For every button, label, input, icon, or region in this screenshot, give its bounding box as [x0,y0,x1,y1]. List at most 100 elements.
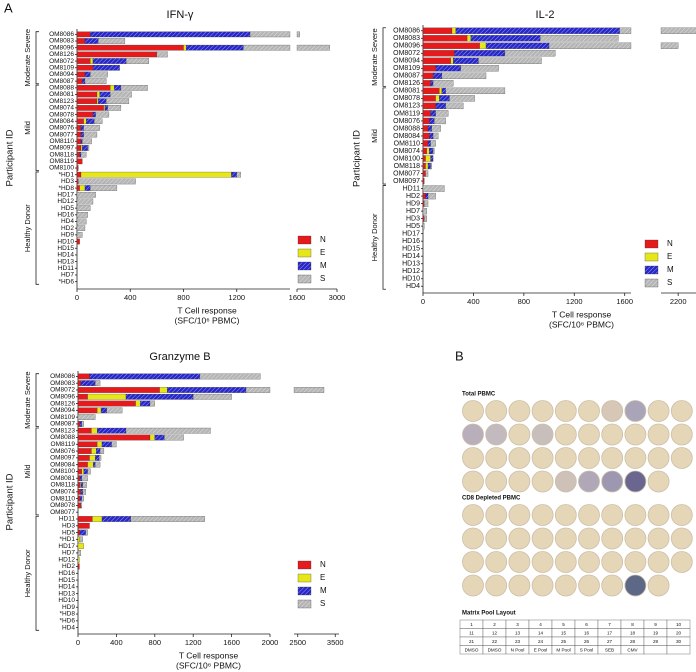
y-tick-label: HD7 [406,208,420,215]
well [624,400,647,422]
bar [101,441,112,448]
bar [422,147,427,155]
y-tick-label: OM8074 [50,489,75,496]
y-tick-label: OM8084 [50,461,75,468]
bar [422,102,436,110]
table-text: 25 [561,639,567,644]
bar [76,232,83,238]
y-tick-label: HD10 [402,276,420,283]
table-text: 23 [515,639,521,644]
bar [106,98,130,104]
bar [167,387,247,393]
y-tick-label: HD3 [61,178,74,185]
bar [422,155,426,162]
well [462,527,484,550]
bar [504,50,556,57]
y-tick-label: HD11 [58,265,75,272]
bar [98,38,126,44]
table-text: 10 [676,622,682,627]
y-tick-label: OM8077 [50,509,75,516]
x-axis-label: T Cell response [177,305,237,315]
well [670,504,693,526]
well [624,504,647,526]
y-tick-label: OM8077 [49,131,74,138]
y-tick-label: HD17 [402,230,420,237]
bar [80,151,87,158]
y-tick-label: HD9 [406,200,420,207]
bar [79,475,82,482]
bar [76,31,91,38]
group-bracket [35,427,39,516]
x-tick-label: 400 [467,297,480,306]
bar [95,380,101,387]
bar [422,65,436,72]
bar [76,78,83,84]
well [601,551,624,573]
group-label: Moderate Severe [370,28,379,86]
well [462,400,484,422]
bar [96,448,101,454]
well [554,400,577,422]
y-tick-label: OM8087 [50,421,75,428]
x-tick-label: 1200 [185,638,202,647]
bar [85,529,88,536]
bar [77,407,98,414]
group-label: Mild [370,129,379,143]
table-text: 28 [630,639,636,644]
bar [77,522,90,529]
bar [430,162,432,170]
legend-label: N [667,239,673,248]
table-text: 9 [654,622,657,627]
y-tick-label: OM8126 [49,51,74,58]
bar [435,102,446,110]
well [578,574,600,597]
bar [94,118,103,125]
group-bracket [35,373,39,428]
well [508,400,531,422]
legend-label: E [320,248,325,257]
bar [76,118,84,125]
bar [76,145,82,151]
bar [77,448,92,454]
bar [466,35,472,42]
y-tick-label: HD13 [58,590,75,597]
bar [77,516,93,522]
legend-swatch [297,560,312,570]
bar [76,158,83,165]
bar [83,118,87,125]
table-text: 8 [631,622,634,627]
y-tick-label: OM8123 [393,103,420,110]
bar [89,373,201,380]
bar [77,550,82,556]
bar [441,72,487,79]
bar [156,51,168,58]
bar [80,145,83,151]
bar [81,475,88,482]
bar [76,131,82,138]
y-tick-label: HD16 [402,238,420,245]
group-bracket [382,185,386,290]
y-tick-label: HD17 [58,543,75,550]
bar [106,407,123,414]
x-axis-label: T Cell response [552,309,612,319]
well [462,447,484,469]
y-axis-label: Participant ID [352,130,363,187]
legend-swatch [644,278,659,288]
bar [97,427,127,434]
y-tick-label: HD5 [406,223,420,230]
bar [140,400,151,407]
x-tick-label: 0 [421,297,425,306]
y-tick-label: OM8119 [51,441,76,448]
table-cell [666,645,691,655]
table-text: 1 [470,622,473,627]
bar [422,185,445,192]
bar [80,502,82,509]
y-tick-label: HD13 [402,261,420,268]
y-tick-label: OM8077 [393,170,420,177]
y-tick-label: HD5 [61,205,74,212]
y-tick-label: *HD8 [58,185,74,192]
bar [435,110,449,117]
bar [77,387,160,393]
bar [422,215,425,222]
bar [80,138,83,145]
